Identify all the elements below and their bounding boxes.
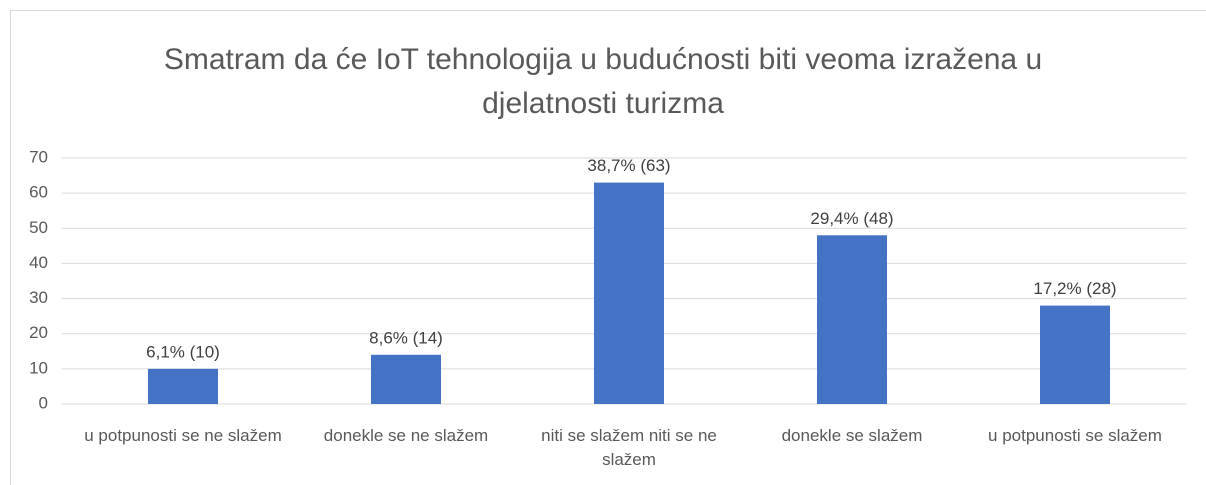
bar xyxy=(817,235,887,404)
data-label: 29,4% (48) xyxy=(810,209,893,228)
bar xyxy=(148,368,218,404)
chart-title: Smatram da će IoT tehnologija u budućnos… xyxy=(163,43,1043,120)
y-tick-label: 50 xyxy=(29,218,48,237)
y-tick-label: 60 xyxy=(29,183,48,202)
y-tick-label: 70 xyxy=(29,147,48,166)
y-tick-label: 40 xyxy=(29,253,48,272)
data-label: 6,1% (10) xyxy=(146,342,220,361)
y-tick-label: 30 xyxy=(29,288,48,307)
data-label: 17,2% (28) xyxy=(1033,279,1116,298)
x-tick-label: donekle se ne slažem xyxy=(323,426,489,445)
y-tick-label: 10 xyxy=(29,358,48,377)
data-label: 38,7% (63) xyxy=(587,156,670,175)
x-tick-label: u potpunosti se ne slažem xyxy=(84,426,282,445)
bar xyxy=(371,354,441,404)
y-tick-label: 0 xyxy=(39,393,48,412)
x-tick-label: donekle se slažem xyxy=(781,426,923,445)
bar xyxy=(594,182,664,404)
chart-border xyxy=(10,10,1206,485)
x-tick-label: niti se slažem niti se ne slažem xyxy=(541,426,717,469)
y-tick-label: 20 xyxy=(29,323,48,342)
data-label: 8,6% (14) xyxy=(369,328,443,347)
x-tick-label: u potpunosti se slažem xyxy=(988,426,1162,445)
bar xyxy=(1040,305,1110,404)
